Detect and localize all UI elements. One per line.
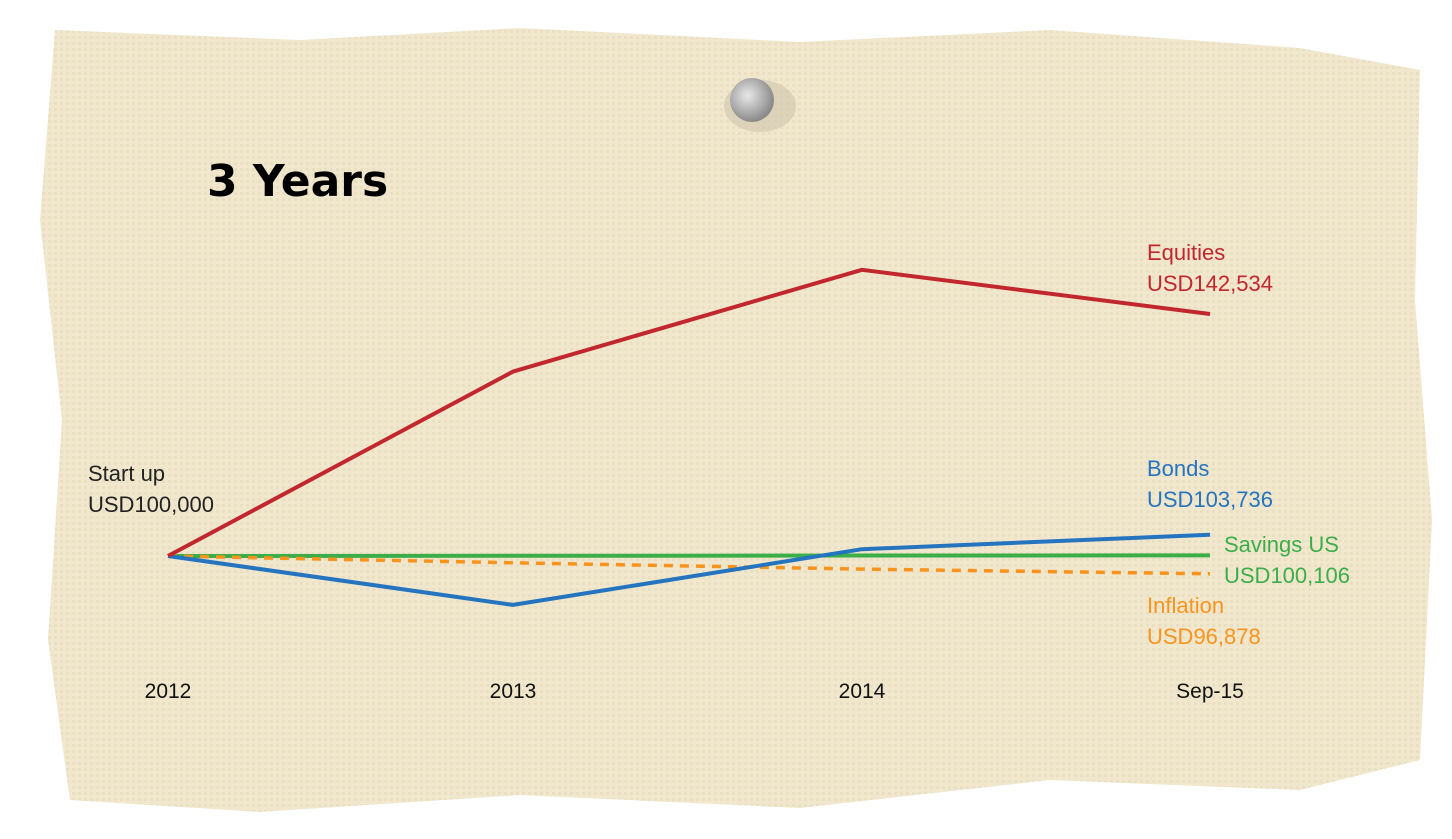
pin [724, 78, 796, 132]
pin-icon [730, 78, 774, 122]
series-value-bonds: USD103,736 [1147, 487, 1273, 512]
series-line-bonds [167, 532, 1211, 607]
series-line-inflation [167, 554, 1211, 576]
series-line-equities [167, 267, 1211, 558]
series-value-inflation: USD96,878 [1147, 624, 1261, 649]
x-tick-label: 2012 [145, 680, 192, 703]
series-name-savings-us: Savings US [1224, 532, 1339, 557]
x-tick-label: 2014 [839, 680, 886, 703]
start-label-line1: Start up [88, 461, 165, 486]
x-tick-label: Sep-15 [1176, 680, 1244, 703]
chart-title: 3 Years [207, 156, 388, 207]
series-line-savings-us [167, 553, 1211, 558]
paper-background [40, 28, 1432, 812]
series-name-bonds: Bonds [1147, 456, 1209, 481]
series-value-equities: USD142,534 [1147, 271, 1273, 296]
series-name-inflation: Inflation [1147, 593, 1224, 618]
x-tick-label: 2013 [490, 680, 537, 703]
start-label-line2: USD100,000 [88, 492, 214, 517]
series-value-savings-us: USD100,106 [1224, 563, 1350, 588]
series-name-equities: Equities [1147, 240, 1225, 265]
